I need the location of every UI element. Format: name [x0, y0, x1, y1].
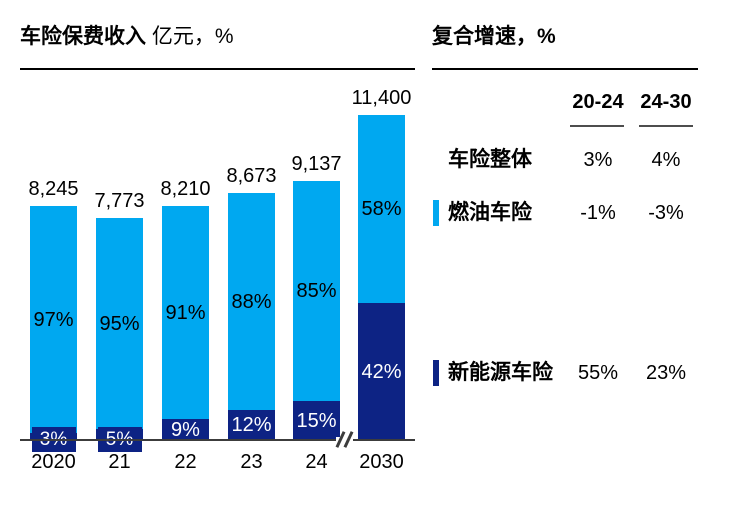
cagr-row-label: 燃油车险 — [448, 201, 532, 224]
axis-break-gap — [336, 437, 353, 443]
fuel-share-label: 97% — [33, 308, 74, 331]
bar-total-label: 8,210 — [160, 178, 211, 200]
nev-share-label: 12% — [231, 414, 272, 436]
cagr-value: 55% — [577, 362, 619, 384]
right-title-rule — [432, 68, 698, 70]
bar-total-label: 8,673 — [226, 165, 277, 187]
fuel-insurance-segment — [96, 218, 143, 429]
chart-title-main: 车险保费收入 — [20, 25, 146, 48]
x-axis-label-21: 21 — [108, 451, 131, 473]
fuel-insurance-segment — [30, 206, 77, 433]
cagr-row-label: 车险整体 — [448, 148, 532, 171]
bar-total-label: 11,400 — [351, 87, 412, 109]
x-axis-label-22: 22 — [174, 451, 197, 473]
fuel-share-label: 91% — [165, 301, 206, 324]
legend-marker-fuel — [433, 200, 439, 226]
x-axis-label-23: 23 — [240, 451, 263, 473]
fuel-insurance-segment — [228, 193, 275, 410]
fuel-share-label: 88% — [231, 290, 272, 313]
nev-share-label: 9% — [171, 418, 200, 441]
fuel-share-label: 85% — [296, 280, 337, 302]
x-axis-label-2020: 2020 — [31, 451, 76, 473]
legend-marker-nev — [433, 360, 439, 386]
cagr-title: 复合增速，% — [432, 25, 556, 49]
nev-insurance-segment — [228, 410, 275, 440]
x-axis-line — [20, 439, 415, 441]
col-underline-2 — [639, 125, 693, 127]
nev-insurance-segment — [358, 303, 405, 440]
bar-total-label: 7,773 — [94, 190, 145, 212]
left-title-rule — [20, 68, 415, 70]
fuel-share-label: 95% — [99, 312, 140, 335]
nev-insurance-segment — [162, 419, 209, 440]
fuel-insurance-segment — [358, 115, 405, 303]
nev-share-label: 15% — [296, 409, 337, 432]
fuel-insurance-segment — [293, 181, 340, 401]
x-axis-label-2030: 2030 — [359, 451, 404, 473]
chart-title-unit: 亿元，% — [151, 25, 234, 48]
cagr-value: 23% — [645, 362, 687, 384]
col-header-24-30: 24-30 — [640, 91, 692, 113]
nev-insurance-segment — [293, 401, 340, 440]
cagr-value: -3% — [648, 202, 684, 224]
fuel-insurance-segment — [162, 206, 209, 419]
col-header-20-24: 20-24 — [572, 91, 624, 113]
bar-total-label: 9,137 — [291, 153, 342, 175]
chart-title: 车险保费收入 亿元，% — [20, 25, 234, 49]
x-axis-label-24: 24 — [305, 451, 328, 473]
cagr-value: -1% — [580, 202, 616, 224]
nev-share-label: 42% — [361, 360, 402, 383]
cagr-row-label: 新能源车险 — [448, 361, 553, 384]
bar-total-label: 8,245 — [28, 178, 79, 200]
cagr-title-text: 复合增速，% — [432, 25, 556, 48]
col-underline-1 — [570, 125, 624, 127]
cagr-value: 3% — [583, 149, 613, 171]
cagr-value: 4% — [651, 149, 681, 171]
fuel-share-label: 58% — [361, 198, 402, 220]
